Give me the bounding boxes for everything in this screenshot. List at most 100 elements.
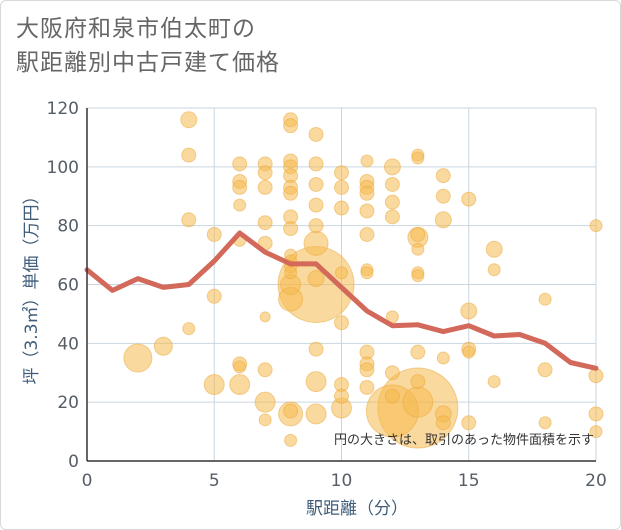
data-bubble — [384, 194, 400, 210]
y-tick-label: 120 — [47, 99, 79, 119]
data-bubble — [153, 336, 173, 356]
data-bubble — [334, 165, 349, 181]
average-price-line — [84, 230, 599, 371]
data-bubble — [305, 371, 327, 393]
trend-line-layer — [84, 230, 599, 371]
data-bubble — [203, 374, 225, 396]
x-tick-label: 0 — [82, 471, 93, 491]
data-bubble — [257, 362, 273, 378]
data-bubble — [487, 263, 501, 277]
data-bubble — [283, 221, 299, 237]
data-bubble — [232, 179, 248, 195]
data-bubble — [384, 209, 400, 225]
data-bubble — [411, 269, 425, 283]
data-bubble — [410, 374, 426, 390]
data-bubble — [435, 415, 451, 431]
data-bubble — [360, 154, 374, 168]
data-bubble — [384, 365, 400, 381]
x-tick-label: 20 — [585, 471, 607, 491]
x-axis-label: 駅距離（分） — [306, 499, 408, 519]
x-tick-label: 10 — [331, 471, 353, 491]
data-bubble — [229, 374, 251, 396]
data-bubble — [284, 433, 298, 447]
data-bubble — [180, 111, 198, 129]
x-tick-label: 15 — [458, 471, 480, 491]
data-bubble — [588, 406, 604, 422]
data-bubble — [360, 266, 374, 280]
data-bubble — [589, 219, 603, 233]
data-bubble — [410, 226, 426, 242]
data-bubble — [334, 315, 349, 331]
data-bubble — [254, 391, 276, 413]
data-bubble — [181, 212, 197, 228]
data-bubble — [435, 168, 451, 184]
data-bubble — [284, 266, 298, 280]
data-bubble — [435, 188, 451, 204]
y-tick-label: 60 — [57, 276, 79, 296]
data-bubble — [411, 242, 425, 256]
data-bubble — [460, 302, 478, 320]
data-bubble — [257, 215, 273, 231]
data-bubble — [283, 185, 299, 201]
data-bubble — [308, 197, 324, 213]
data-bubble — [434, 211, 452, 229]
data-bubble — [537, 362, 553, 378]
data-bubble — [123, 343, 153, 373]
axes — [86, 108, 596, 462]
bubble-size-note: 円の大きさは、取引のあった物件面積を示す — [334, 433, 594, 448]
data-bubble — [334, 179, 349, 195]
data-bubble — [359, 203, 375, 219]
data-bubble — [383, 158, 401, 176]
data-bubble — [257, 165, 273, 181]
data-bubble — [487, 375, 501, 389]
data-bubble — [410, 344, 426, 360]
data-bubble — [308, 341, 324, 357]
data-bubble — [538, 416, 552, 430]
data-bubble — [359, 362, 375, 378]
data-bubble — [461, 191, 477, 207]
data-bubble — [359, 379, 375, 395]
y-tick-label: 20 — [57, 393, 79, 413]
data-bubble — [538, 292, 552, 306]
title-line-1: 大阪府和泉市伯太町の — [16, 16, 256, 42]
data-bubble — [589, 425, 603, 439]
y-tick-label: 40 — [57, 334, 79, 354]
data-bubble — [485, 240, 503, 258]
y-tick-label: 100 — [47, 158, 79, 178]
data-bubble — [259, 311, 271, 323]
data-bubble — [303, 230, 329, 256]
data-bubble — [359, 185, 375, 201]
data-bubble — [206, 226, 222, 242]
data-bubble — [402, 386, 434, 418]
data-bubble — [258, 413, 272, 427]
data-bubble — [206, 288, 222, 304]
data-bubble — [359, 226, 375, 242]
data-bubble — [334, 200, 349, 216]
data-bubble — [334, 388, 349, 404]
data-bubble — [307, 270, 325, 288]
y-tick-label: 80 — [57, 217, 79, 237]
chart-title: 大阪府和泉市伯太町の 駅距離別中古戸建て価格 — [16, 12, 280, 80]
data-bubble — [308, 176, 324, 192]
data-bubble — [384, 176, 400, 192]
data-bubble — [461, 415, 477, 431]
title-line-2: 駅距離別中古戸建て価格 — [16, 50, 280, 76]
tick-labels: 0 5 10 15 20 0 20 40 60 80 100 120 — [47, 99, 607, 491]
data-bubble — [384, 388, 400, 404]
data-bubble — [257, 179, 273, 195]
data-bubble — [411, 151, 425, 165]
data-bubble — [283, 403, 299, 419]
data-bubble — [232, 156, 248, 172]
data-bubble — [335, 266, 348, 280]
x-tick-label: 5 — [209, 471, 220, 491]
data-bubble — [283, 118, 299, 134]
y-tick-label: 0 — [68, 452, 79, 472]
data-bubble — [305, 403, 327, 425]
data-bubble — [308, 156, 324, 172]
data-bubble — [181, 147, 197, 163]
data-bubble — [233, 360, 247, 374]
data-bubble — [462, 345, 476, 359]
data-bubble — [233, 198, 247, 212]
data-bubble — [308, 126, 324, 142]
